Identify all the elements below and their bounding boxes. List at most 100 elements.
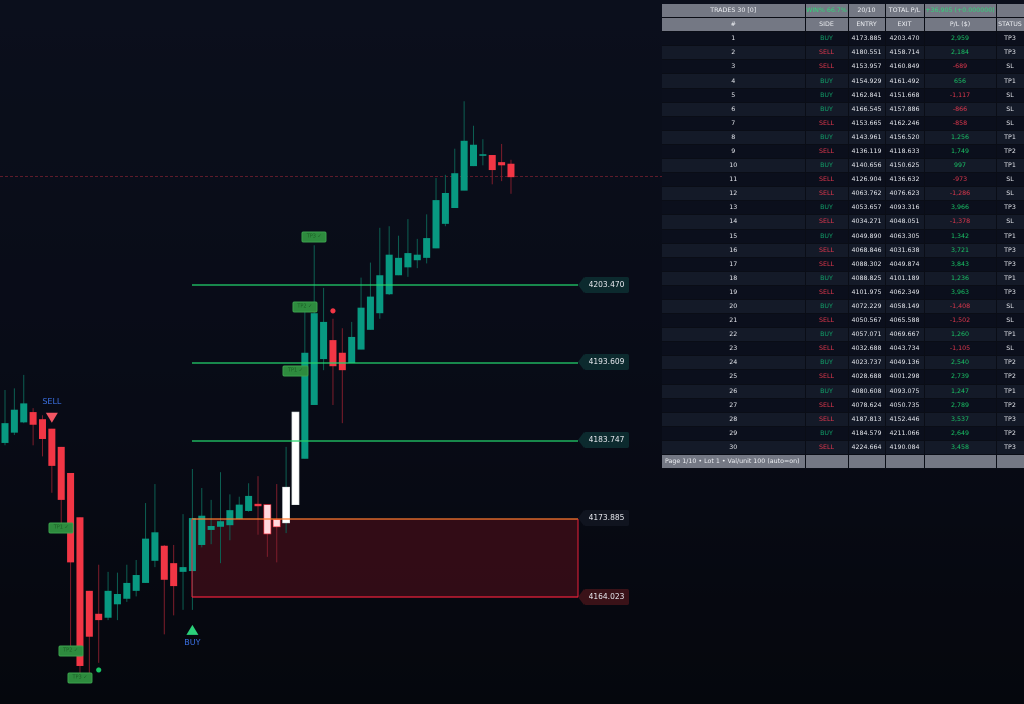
table-row[interactable]: 18 BUY 4088.825 4101.189 1,236 TP1 xyxy=(662,271,1024,286)
table-row[interactable]: 24 BUY 4023.737 4049.136 2,540 TP2 xyxy=(662,355,1024,371)
trade-exit: 4049.136 xyxy=(885,355,925,371)
candle-body xyxy=(254,503,262,507)
table-row[interactable]: 14 SELL 4034.271 4048.051 -1,378 SL xyxy=(662,214,1024,230)
trade-pl: 1,260 xyxy=(924,327,997,343)
trade-status: TP3 xyxy=(996,285,1024,300)
trade-number: 23 xyxy=(662,341,806,357)
trade-side: SELL xyxy=(805,172,849,188)
risk-zone xyxy=(192,518,578,597)
col-side: SIDE xyxy=(805,17,849,33)
candle-body xyxy=(460,140,468,191)
trade-number: 12 xyxy=(662,186,806,202)
trade-side: BUY xyxy=(805,73,849,89)
candle-body xyxy=(160,545,168,580)
trade-status: TP1 xyxy=(996,271,1024,286)
table-row[interactable]: 5 BUY 4162.841 4151.668 -1,117 SL xyxy=(662,88,1024,103)
table-row[interactable]: 29 BUY 4184.579 4211.066 2,649 TP2 xyxy=(662,426,1024,441)
trade-pl: 2,739 xyxy=(924,369,997,385)
trade-side: BUY xyxy=(805,426,849,441)
table-row[interactable]: 26 BUY 4080.608 4093.075 1,247 TP1 xyxy=(662,384,1024,399)
trade-entry: 4136.119 xyxy=(848,144,886,160)
trade-pl: 3,721 xyxy=(924,243,997,258)
trade-number: 2 xyxy=(662,45,806,61)
trade-side: BUY xyxy=(805,158,849,174)
table-row[interactable]: 10 BUY 4140.656 4150.625 997 TP1 xyxy=(662,158,1024,174)
table-row[interactable]: 13 BUY 4053.657 4093.316 3,966 TP3 xyxy=(662,200,1024,216)
candle-body xyxy=(217,521,225,527)
table-row[interactable]: 28 SELL 4187.813 4152.446 3,537 TP3 xyxy=(662,412,1024,427)
table-row[interactable]: 19 SELL 4101.975 4062.349 3,963 TP3 xyxy=(662,285,1024,300)
trade-pl: 1,236 xyxy=(924,271,997,286)
candle-body xyxy=(291,411,300,505)
trade-number: 24 xyxy=(662,355,806,371)
table-row[interactable]: 15 BUY 4049.890 4063.305 1,342 TP1 xyxy=(662,229,1024,244)
candle-body xyxy=(395,257,403,276)
candle-body xyxy=(1,423,9,443)
trade-status: SL xyxy=(996,186,1024,202)
candle-body xyxy=(226,510,234,526)
table-row[interactable]: 7 SELL 4153.665 4162.246 -858 SL xyxy=(662,116,1024,131)
trade-exit: 4048.051 xyxy=(885,214,925,230)
trade-entry: 4032.688 xyxy=(848,341,886,357)
tp-hit-tag: TP1 ✓ xyxy=(282,365,308,377)
trade-number: 22 xyxy=(662,327,806,343)
trade-exit: 4162.246 xyxy=(885,116,925,131)
table-row[interactable]: 4 BUY 4154.929 4161.492 656 TP1 xyxy=(662,73,1024,89)
trade-status: TP3 xyxy=(996,257,1024,272)
table-row[interactable]: 1 BUY 4173.885 4203.470 2,959 TP3 xyxy=(662,31,1024,47)
table-row[interactable]: 6 BUY 4166.545 4157.886 -866 SL xyxy=(662,102,1024,117)
table-row[interactable]: 27 SELL 4078.624 4050.735 2,789 TP2 xyxy=(662,398,1024,413)
candle-body xyxy=(57,446,65,500)
trade-entry: 4187.813 xyxy=(848,412,886,427)
trade-side: SELL xyxy=(805,214,849,230)
trade-exit: 4062.349 xyxy=(885,285,925,300)
candle-body xyxy=(48,428,56,466)
candle-body xyxy=(282,486,290,524)
table-row[interactable]: 22 BUY 4057.071 4069.667 1,260 TP1 xyxy=(662,327,1024,343)
tp-hit-tag: TP1 ✓ xyxy=(48,522,74,534)
table-row[interactable]: 21 SELL 4050.567 4065.588 -1,502 SL xyxy=(662,313,1024,329)
tp2-price-label: 4193.609 xyxy=(578,354,629,370)
trade-number: 17 xyxy=(662,257,806,272)
candle-body xyxy=(170,563,178,587)
pagination-info[interactable]: Page 1/10 • Lot 1 • Val/unit 100 (auto=o… xyxy=(662,454,806,470)
trade-number: 18 xyxy=(662,271,806,286)
candle-body xyxy=(142,538,150,583)
candle-body xyxy=(29,412,37,425)
table-row[interactable]: 12 SELL 4063.762 4076.623 -1,286 SL xyxy=(662,186,1024,202)
table-row[interactable]: 20 BUY 4072.229 4058.149 -1,408 SL xyxy=(662,299,1024,315)
trade-pl: 2,649 xyxy=(924,426,997,441)
table-row[interactable]: 17 SELL 4088.302 4049.874 3,843 TP3 xyxy=(662,257,1024,272)
trade-pl: -689 xyxy=(924,59,997,75)
trade-exit: 4049.874 xyxy=(885,257,925,272)
trade-number: 13 xyxy=(662,200,806,216)
trade-side: BUY xyxy=(805,102,849,117)
trade-number: 29 xyxy=(662,426,806,441)
trade-side: SELL xyxy=(805,59,849,75)
candle-body xyxy=(329,340,337,367)
table-row[interactable]: 25 SELL 4028.688 4001.298 2,739 TP2 xyxy=(662,369,1024,385)
trade-exit: 4158.714 xyxy=(885,45,925,61)
table-row[interactable]: 9 SELL 4136.119 4118.633 1,749 TP2 xyxy=(662,144,1024,160)
candle-body xyxy=(488,155,496,171)
trade-side: BUY xyxy=(805,327,849,343)
table-row[interactable]: 8 BUY 4143.961 4156.520 1,256 TP1 xyxy=(662,130,1024,145)
trade-pl: -1,286 xyxy=(924,186,997,202)
candle-body xyxy=(338,352,346,371)
table-row[interactable]: 11 SELL 4126.904 4136.632 -973 SL xyxy=(662,172,1024,188)
table-row[interactable]: 2 SELL 4180.551 4158.714 2,184 TP3 xyxy=(662,45,1024,61)
table-row[interactable]: 23 SELL 4032.688 4043.734 -1,105 SL xyxy=(662,341,1024,357)
trade-entry: 4072.229 xyxy=(848,299,886,315)
trade-entry: 4028.688 xyxy=(848,369,886,385)
trade-exit: 4190.084 xyxy=(885,440,925,456)
table-row[interactable]: 16 SELL 4068.846 4031.638 3,721 TP3 xyxy=(662,243,1024,258)
trade-number: 7 xyxy=(662,116,806,131)
trade-exit: 4161.492 xyxy=(885,73,925,89)
trade-side: SELL xyxy=(805,144,849,160)
trade-entry: 4153.957 xyxy=(848,59,886,75)
trade-status: TP1 xyxy=(996,229,1024,244)
table-row[interactable]: 30 SELL 4224.664 4190.084 3,458 TP3 xyxy=(662,440,1024,456)
trade-side: BUY xyxy=(805,31,849,47)
table-row[interactable]: 3 SELL 4153.957 4160.849 -689 SL xyxy=(662,59,1024,75)
